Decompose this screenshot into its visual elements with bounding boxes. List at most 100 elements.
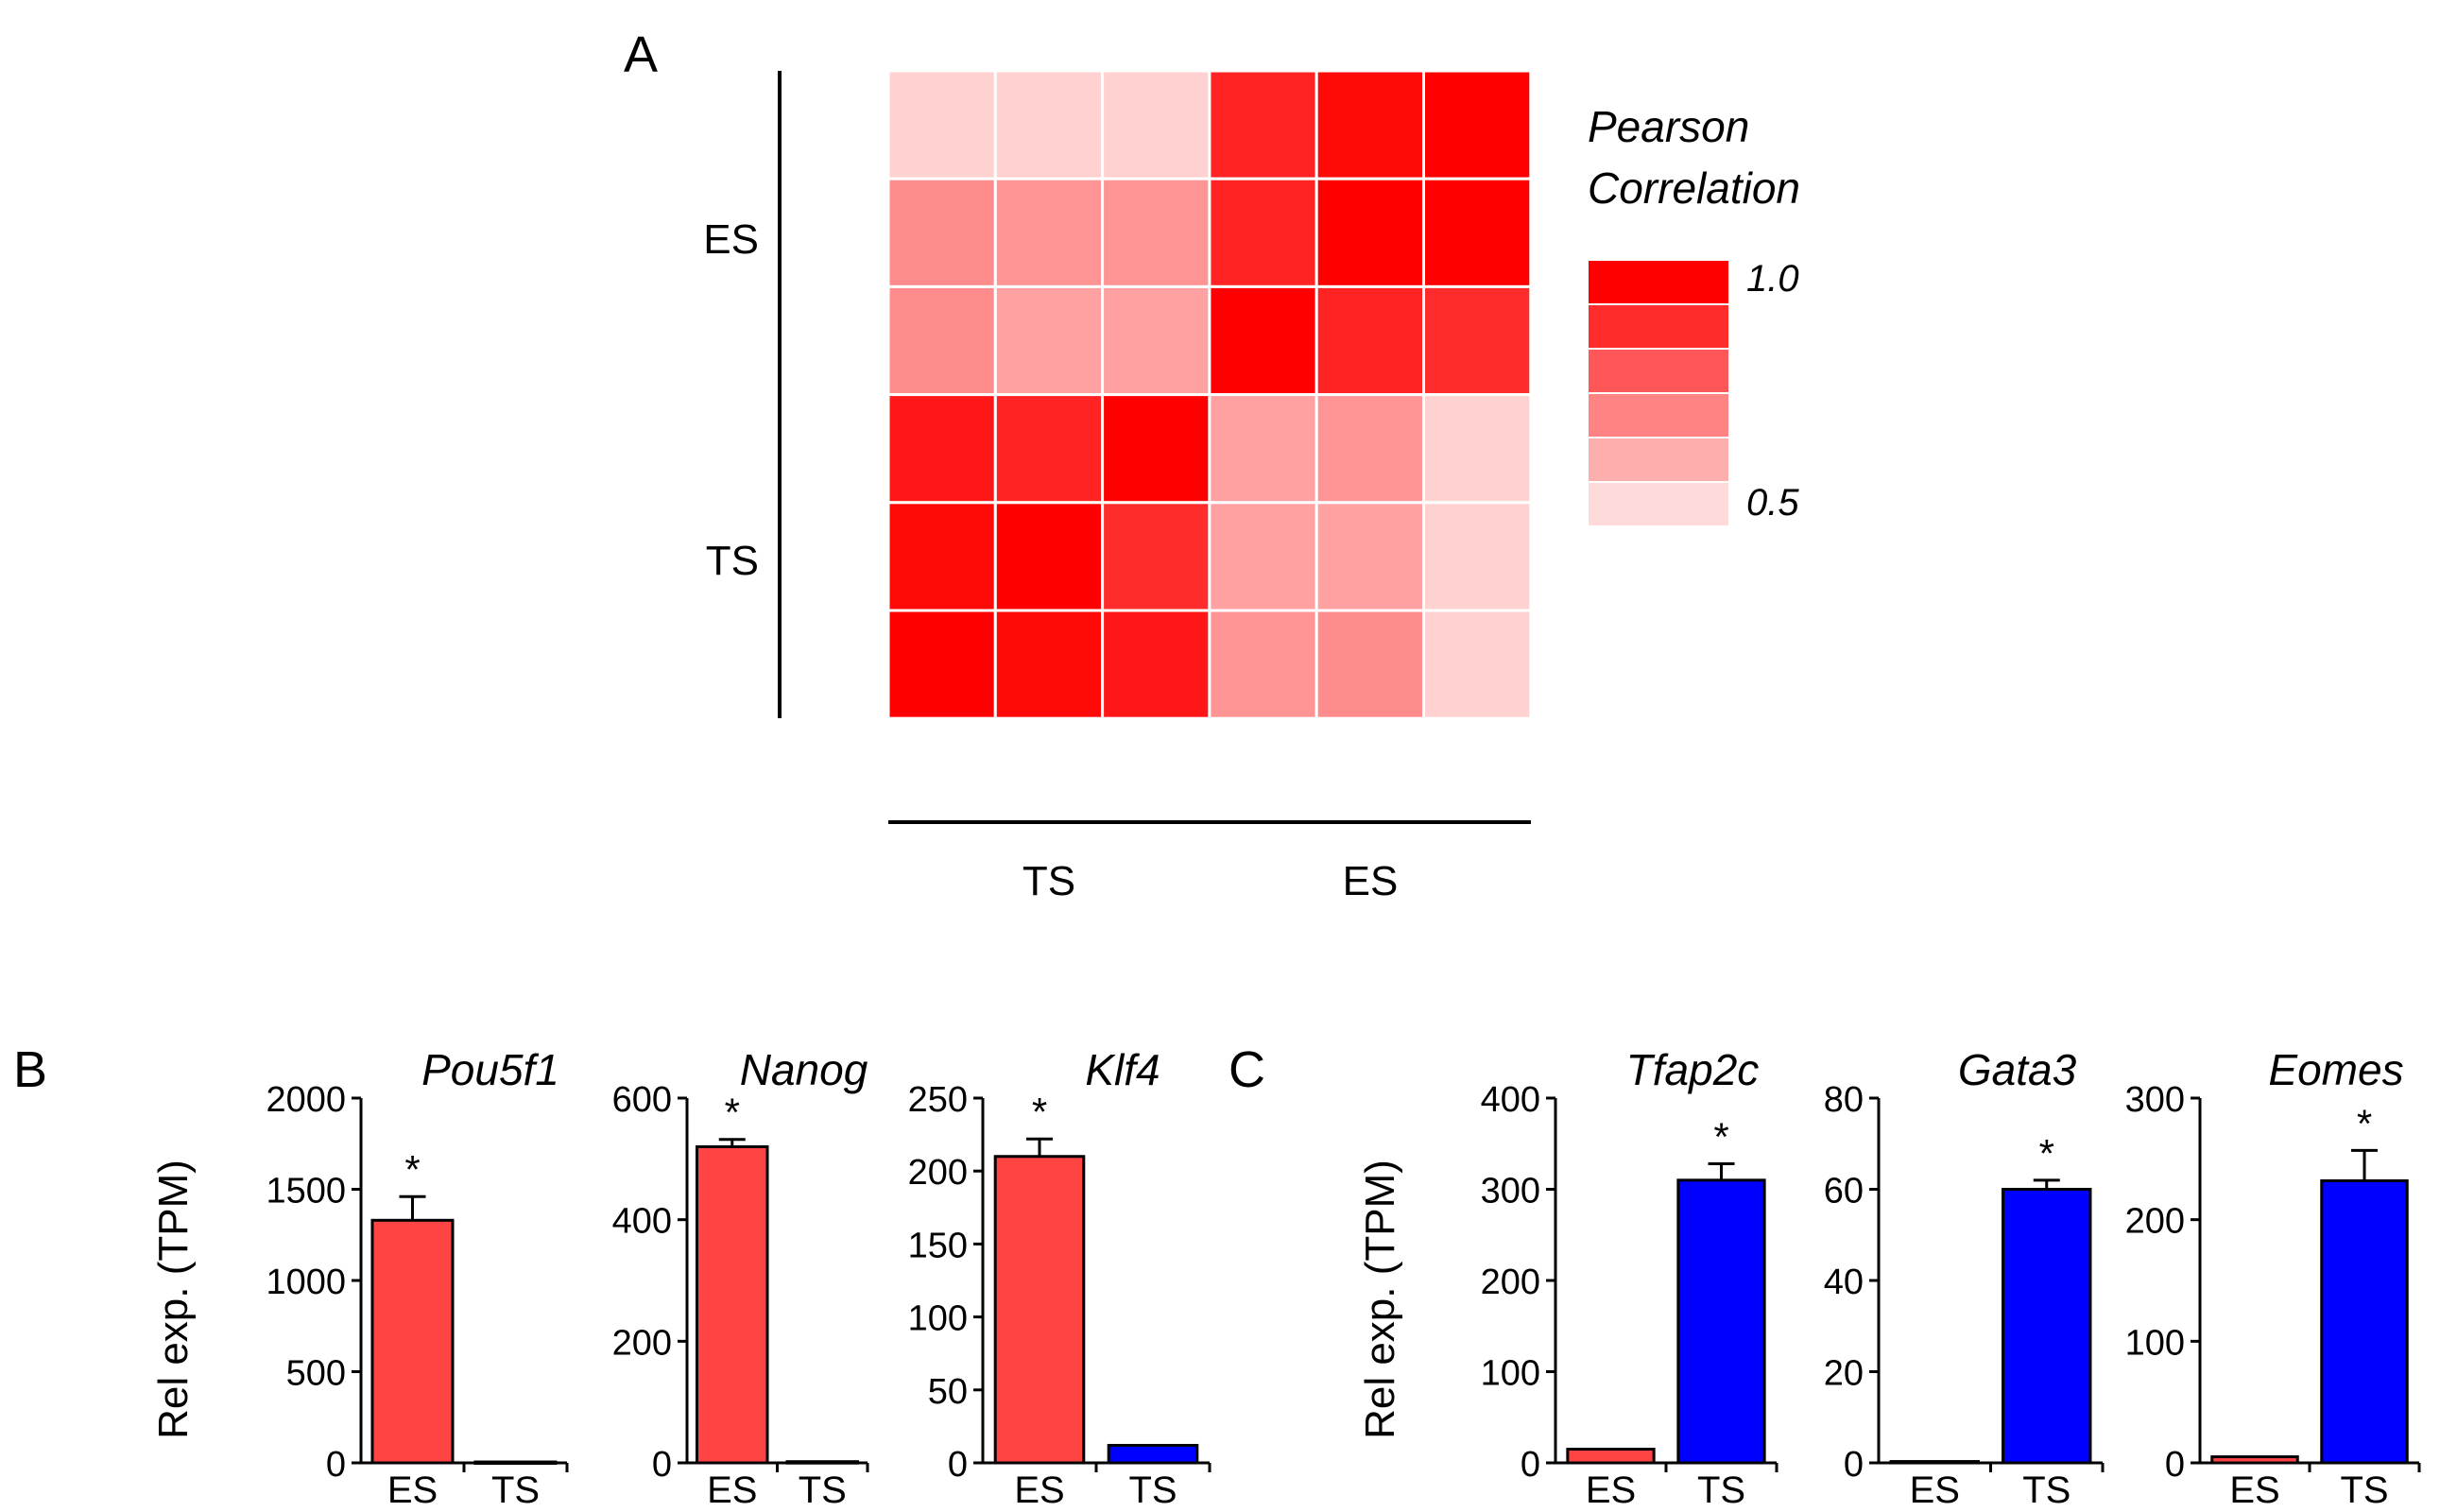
bar-chart-c2: Gata3 0 20 40 60 80 ES * TS xyxy=(1824,1045,2105,1511)
legend-swatch xyxy=(1587,481,1730,527)
heatmap-cell xyxy=(886,393,997,505)
heatmap-cell xyxy=(1315,177,1425,288)
heatmap-cell xyxy=(993,393,1105,505)
heatmap-cell xyxy=(1422,501,1533,612)
legend-swatch xyxy=(1587,437,1730,483)
y-tick-label: 100 xyxy=(2125,1323,2185,1363)
bar-chart-b2: Nanog 0 200 400 600 * ES TS xyxy=(612,1045,869,1511)
y-tick-label: 200 xyxy=(1481,1263,1540,1302)
legend-title-line2: Correlation xyxy=(1588,163,1800,213)
x-tick-label: TS xyxy=(1128,1469,1177,1511)
y-tick-label: 250 xyxy=(908,1080,968,1120)
chart-title: Klf4 xyxy=(1085,1045,1160,1094)
significance-marker: * xyxy=(2357,1101,2372,1145)
y-tick-label: 1000 xyxy=(266,1263,346,1302)
x-tick-label: TS xyxy=(1697,1469,1745,1511)
heatmap-cell xyxy=(1422,69,1533,180)
bar-chart-b3: Klf4 0 50 100 150 200 250 * ES TS xyxy=(908,1045,1211,1511)
bar xyxy=(785,1460,859,1465)
heatmap-panel: ES TS TS ES Pearson Correlation 1.0 0.5 xyxy=(703,69,1800,904)
y-tick-label: 0 xyxy=(948,1445,968,1485)
heatmap-cell xyxy=(886,284,997,397)
heatmap-cell xyxy=(993,177,1105,288)
x-tick-label: TS xyxy=(2340,1469,2388,1511)
panel-label-b: B xyxy=(13,1041,47,1098)
chart-title: Eomes xyxy=(2268,1045,2403,1094)
y-axis-label: Rel exp. (TPM) xyxy=(1357,1160,1403,1439)
legend-min-label: 0.5 xyxy=(1746,482,1799,524)
heatmap-cell xyxy=(1315,501,1425,612)
y-tick-label: 20 xyxy=(1824,1354,1864,1394)
bar xyxy=(2002,1188,2092,1465)
bar xyxy=(1889,1460,1980,1465)
bar-chart-b1: Pou5f1 0 500 1000 1500 2000 Rel exp. (TPM) * ES T… xyxy=(150,1045,569,1511)
row-group-label-ts: TS xyxy=(706,538,759,584)
heatmap-cell xyxy=(993,284,1105,397)
heatmap-cell xyxy=(1315,393,1425,505)
bar xyxy=(696,1144,769,1465)
heatmap-cell xyxy=(1422,609,1533,720)
y-tick-label: 2000 xyxy=(266,1080,346,1120)
bar xyxy=(1566,1448,1656,1465)
heatmap-cell xyxy=(886,69,997,180)
heatmap-cell xyxy=(1101,177,1211,288)
heatmap-cell xyxy=(1422,284,1533,397)
y-axis-label: Rel exp. (TPM) xyxy=(150,1160,197,1439)
y-tick-label: 80 xyxy=(1824,1080,1864,1120)
y-tick-label: 150 xyxy=(908,1226,968,1265)
y-tick-label: 0 xyxy=(652,1445,672,1485)
bar xyxy=(473,1460,558,1466)
bar xyxy=(2210,1455,2299,1465)
bar xyxy=(993,1155,1086,1465)
heatmap-cell xyxy=(1422,177,1533,288)
heatmap-cell xyxy=(993,69,1105,180)
legend-title-line1: Pearson xyxy=(1588,102,1749,151)
x-tick-label: ES xyxy=(2229,1469,2279,1511)
heatmap-cells xyxy=(886,69,1533,720)
x-tick-label: TS xyxy=(2022,1469,2071,1511)
heatmap-cell xyxy=(1208,69,1318,180)
y-tick-label: 1500 xyxy=(266,1172,346,1211)
bar xyxy=(1676,1178,1766,1465)
chart-title: Nanog xyxy=(740,1045,868,1094)
heatmap-cell xyxy=(1208,501,1318,612)
y-tick-label: 100 xyxy=(908,1299,968,1339)
chart-title: Pou5f1 xyxy=(421,1045,559,1094)
legend-swatch xyxy=(1587,259,1730,305)
legend-swatch xyxy=(1587,348,1730,394)
y-tick-label: 300 xyxy=(2125,1080,2185,1120)
significance-marker: * xyxy=(2039,1131,2054,1176)
y-tick-label: 600 xyxy=(612,1080,672,1120)
x-tick-label: ES xyxy=(1014,1469,1064,1511)
bar-chart-c1: Tfap2c 0 100 200 300 400 Rel exp. (TPM) ES * TS xyxy=(1357,1045,1778,1511)
significance-marker: * xyxy=(725,1091,740,1135)
chart-title: Tfap2c xyxy=(1626,1045,1760,1094)
y-tick-label: 200 xyxy=(2125,1202,2185,1242)
x-tick-label: ES xyxy=(1910,1469,1960,1511)
col-group-label-es: ES xyxy=(1343,858,1399,904)
y-tick-label: 400 xyxy=(612,1202,672,1242)
heatmap-cell xyxy=(1101,609,1211,720)
heatmap-cell xyxy=(1208,177,1318,288)
heatmap-cell xyxy=(1315,69,1425,180)
y-tick-label: 40 xyxy=(1824,1263,1864,1302)
heatmap-cell xyxy=(1208,393,1318,505)
heatmap-cell xyxy=(1208,609,1318,720)
y-tick-label: 0 xyxy=(1521,1445,1540,1485)
heatmap-cell xyxy=(886,609,997,720)
x-tick-label: ES xyxy=(1586,1469,1636,1511)
significance-marker: * xyxy=(404,1147,420,1192)
y-tick-label: 60 xyxy=(1824,1172,1864,1211)
x-tick-label: ES xyxy=(387,1469,438,1511)
y-tick-label: 200 xyxy=(612,1323,672,1363)
heatmap-cell xyxy=(1101,284,1211,397)
y-tick-label: 300 xyxy=(1481,1172,1540,1211)
significance-marker: * xyxy=(1713,1114,1728,1159)
heatmap-cell xyxy=(1101,393,1211,505)
panel-label-c: C xyxy=(1229,1041,1265,1098)
y-tick-label: 50 xyxy=(928,1372,968,1412)
heatmap-cell xyxy=(993,609,1105,720)
y-tick-label: 200 xyxy=(908,1153,968,1193)
heatmap-cell xyxy=(1315,609,1425,720)
